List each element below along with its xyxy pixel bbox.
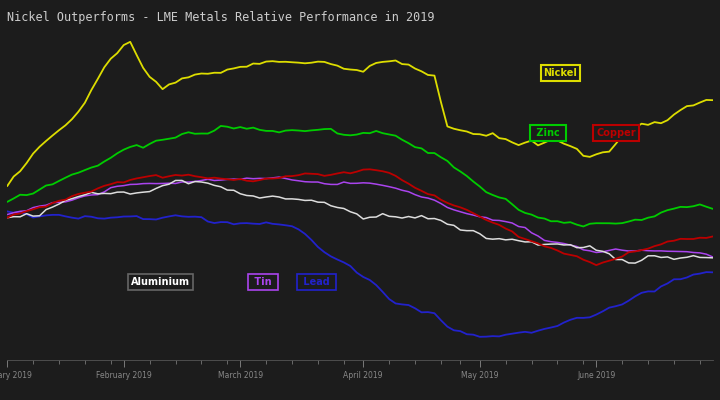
Text: Nickel: Nickel — [544, 68, 577, 78]
Text: Tin: Tin — [251, 277, 274, 287]
Text: Zinc: Zinc — [533, 128, 563, 138]
Text: Copper: Copper — [596, 128, 636, 138]
Text: Lead: Lead — [300, 277, 333, 287]
Text: Nickel Outperforms - LME Metals Relative Performance in 2019: Nickel Outperforms - LME Metals Relative… — [7, 11, 435, 24]
Text: Aluminium: Aluminium — [130, 277, 189, 287]
